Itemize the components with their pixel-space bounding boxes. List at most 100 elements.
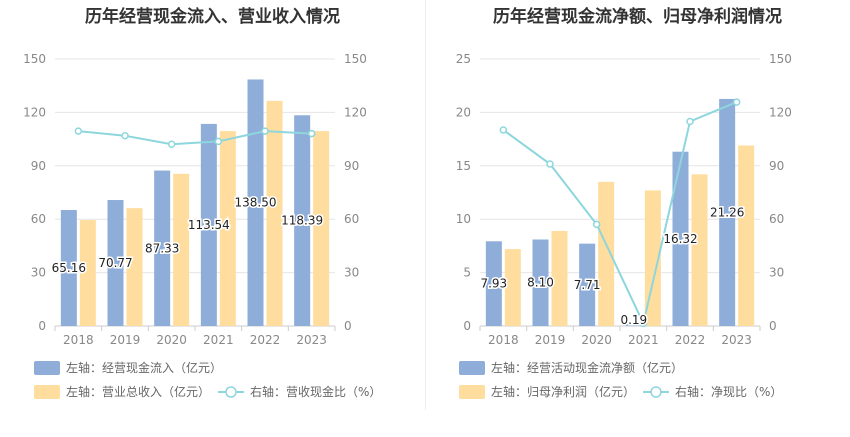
secondary-bar xyxy=(738,145,755,326)
left-axis-tick: 60 xyxy=(31,212,46,226)
left-axis-tick: 20 xyxy=(456,105,471,119)
net-cash-flow-profit-chart: 0 0 5 30 10 60 15 90 20 120 25 150 2018 2019 2020 2021 2… xyxy=(456,52,792,399)
secondary-bar xyxy=(691,174,708,326)
primary-bar xyxy=(579,243,596,326)
legend-swatch-marker xyxy=(225,386,237,398)
right-axis-tick: 60 xyxy=(769,212,784,226)
left-axis-tick: 0 xyxy=(38,319,46,333)
ratio-point xyxy=(732,98,741,106)
ratio-point xyxy=(261,127,269,135)
primary-bar xyxy=(294,115,311,326)
legend-label: 右轴：净现比（%） xyxy=(675,384,782,399)
left-axis-tick: 150 xyxy=(23,52,46,66)
right-axis-tick: 30 xyxy=(344,266,359,280)
bar-data-label: 70.77 xyxy=(98,256,132,270)
ratio-line xyxy=(502,101,738,327)
primary-bar xyxy=(625,323,642,326)
left-axis-tick: 120 xyxy=(23,105,46,119)
bar-data-label: 21.26 xyxy=(710,205,744,219)
right-axis-tick: 120 xyxy=(769,105,792,119)
legend-swatch xyxy=(34,361,60,375)
secondary-bar xyxy=(126,208,143,326)
left-axis-tick: 30 xyxy=(31,266,46,280)
x-axis-tick-label: 2022 xyxy=(250,333,281,347)
legend-swatch-marker xyxy=(650,386,662,398)
x-axis-tick-label: 2023 xyxy=(721,333,752,347)
left-axis-tick: 90 xyxy=(31,159,46,173)
ratio-point xyxy=(214,137,223,146)
x-axis-tick-label: 2019 xyxy=(110,333,141,347)
secondary-bar xyxy=(79,220,96,326)
ratio-point xyxy=(307,129,316,138)
primary-bar xyxy=(672,151,689,326)
right-axis-tick: 150 xyxy=(344,52,367,66)
x-axis-tick-label: 2020 xyxy=(156,333,187,347)
bar-data-label: 7.93 xyxy=(480,277,507,291)
legend-swatch xyxy=(459,385,485,399)
left-axis-tick: 10 xyxy=(456,212,471,226)
x-axis-tick-label: 2023 xyxy=(296,333,327,347)
legend-label: 左轴：经营活动现金流净额（亿元） xyxy=(491,360,683,375)
secondary-bar xyxy=(644,190,661,326)
bar-data-label: 0.19 xyxy=(620,313,647,327)
primary-bar xyxy=(532,239,549,326)
primary-bar xyxy=(107,200,124,326)
right-chart-panel: 历年经营现金流净额、归母净利润情况 0 0 5 30 10 60 15 90 20 120 25 15… xyxy=(425,0,850,437)
cash-inflow-revenue-chart: 0 0 30 30 60 60 90 90 120 120 150 150 2018 2019 2020 20… xyxy=(23,52,381,399)
chart-title: 历年经营现金流入、营业收入情况 xyxy=(85,7,340,27)
ratio-point xyxy=(74,127,83,135)
secondary-bar xyxy=(504,249,521,326)
primary-bar xyxy=(247,79,264,326)
primary-bar xyxy=(719,98,736,326)
ratio-point xyxy=(639,319,648,328)
secondary-bar xyxy=(598,181,615,326)
legend-label: 右轴：营收现金比（%） xyxy=(250,384,381,399)
ratio-point xyxy=(686,117,694,126)
bar-data-label: 65.16 xyxy=(52,261,86,275)
chart-title: 历年经营现金流净额、归母净利润情况 xyxy=(493,7,782,27)
left-axis-tick: 5 xyxy=(463,266,471,280)
primary-bar xyxy=(60,210,77,326)
left-axis-tick: 0 xyxy=(463,319,471,333)
ratio-point xyxy=(121,131,129,140)
bar-data-label: 7.71 xyxy=(574,278,601,292)
primary-bar xyxy=(154,170,171,326)
right-axis-tick: 90 xyxy=(769,159,784,173)
right-axis-tick: 90 xyxy=(344,159,359,173)
bar-data-label: 8.10 xyxy=(527,276,554,290)
x-axis-tick-label: 2018 xyxy=(63,333,94,347)
ratio-point xyxy=(499,126,508,134)
legend-label: 左轴：归母净利润（亿元） xyxy=(491,384,635,399)
bar-data-label: 87.33 xyxy=(145,241,179,255)
right-axis-tick: 0 xyxy=(344,319,352,333)
left-axis-tick: 15 xyxy=(456,159,471,173)
right-axis-tick: 60 xyxy=(344,212,359,226)
secondary-bar xyxy=(173,173,190,326)
bar-data-label: 113.54 xyxy=(188,218,230,232)
x-axis-tick-label: 2022 xyxy=(675,333,706,347)
x-axis-tick-label: 2018 xyxy=(488,333,519,347)
right-axis-tick: 120 xyxy=(344,105,367,119)
left-chart-panel: 历年经营现金流入、营业收入情况 0 0 30 30 60 60 90 90 120 120 150 1… xyxy=(23,7,381,399)
ratio-point xyxy=(546,160,554,168)
bar-data-label: 118.39 xyxy=(281,214,323,228)
primary-bar xyxy=(485,241,502,326)
right-axis-tick: 30 xyxy=(769,266,784,280)
secondary-bar xyxy=(313,131,330,326)
legend-swatch xyxy=(34,385,60,399)
primary-bar xyxy=(200,123,217,326)
x-axis-tick-label: 2019 xyxy=(535,333,566,347)
x-axis-tick-label: 2021 xyxy=(203,333,234,347)
right-axis-tick: 150 xyxy=(769,52,792,66)
secondary-bar xyxy=(219,131,236,326)
secondary-bar xyxy=(266,100,283,326)
right-axis-tick: 0 xyxy=(769,319,777,333)
secondary-bar xyxy=(551,230,568,326)
panel-divider xyxy=(425,0,426,410)
legend-swatch xyxy=(459,361,485,375)
bar-data-label: 138.50 xyxy=(235,196,277,210)
x-axis-tick-label: 2020 xyxy=(581,333,612,347)
ratio-line xyxy=(78,130,312,146)
left-axis-tick: 25 xyxy=(456,52,471,66)
x-axis-tick-label: 2021 xyxy=(628,333,659,347)
